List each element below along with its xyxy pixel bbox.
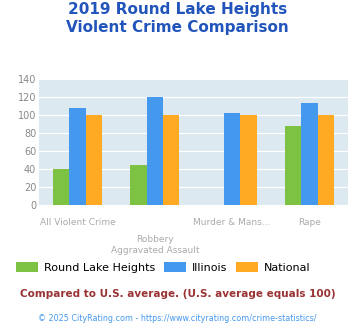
Bar — [53, 169, 69, 205]
Legend: Round Lake Heights, Illinois, National: Round Lake Heights, Illinois, National — [16, 262, 311, 273]
Text: © 2025 CityRating.com - https://www.cityrating.com/crime-statistics/: © 2025 CityRating.com - https://www.city… — [38, 314, 317, 323]
Text: Murder & Mans...: Murder & Mans... — [193, 218, 271, 227]
Bar — [130, 165, 147, 205]
Text: Robbery
Aggravated Assault: Robbery Aggravated Assault — [110, 235, 199, 254]
Bar — [163, 115, 179, 205]
Bar — [301, 103, 318, 205]
Bar — [69, 108, 86, 205]
Bar — [240, 115, 257, 205]
Text: Rape: Rape — [298, 218, 321, 227]
Bar — [318, 115, 334, 205]
Bar — [224, 113, 240, 205]
Text: 2019 Round Lake Heights
Violent Crime Comparison: 2019 Round Lake Heights Violent Crime Co… — [66, 2, 289, 35]
Text: Compared to U.S. average. (U.S. average equals 100): Compared to U.S. average. (U.S. average … — [20, 289, 335, 299]
Bar — [285, 126, 301, 205]
Bar — [147, 97, 163, 205]
Bar — [86, 115, 102, 205]
Text: All Violent Crime: All Violent Crime — [39, 218, 115, 227]
